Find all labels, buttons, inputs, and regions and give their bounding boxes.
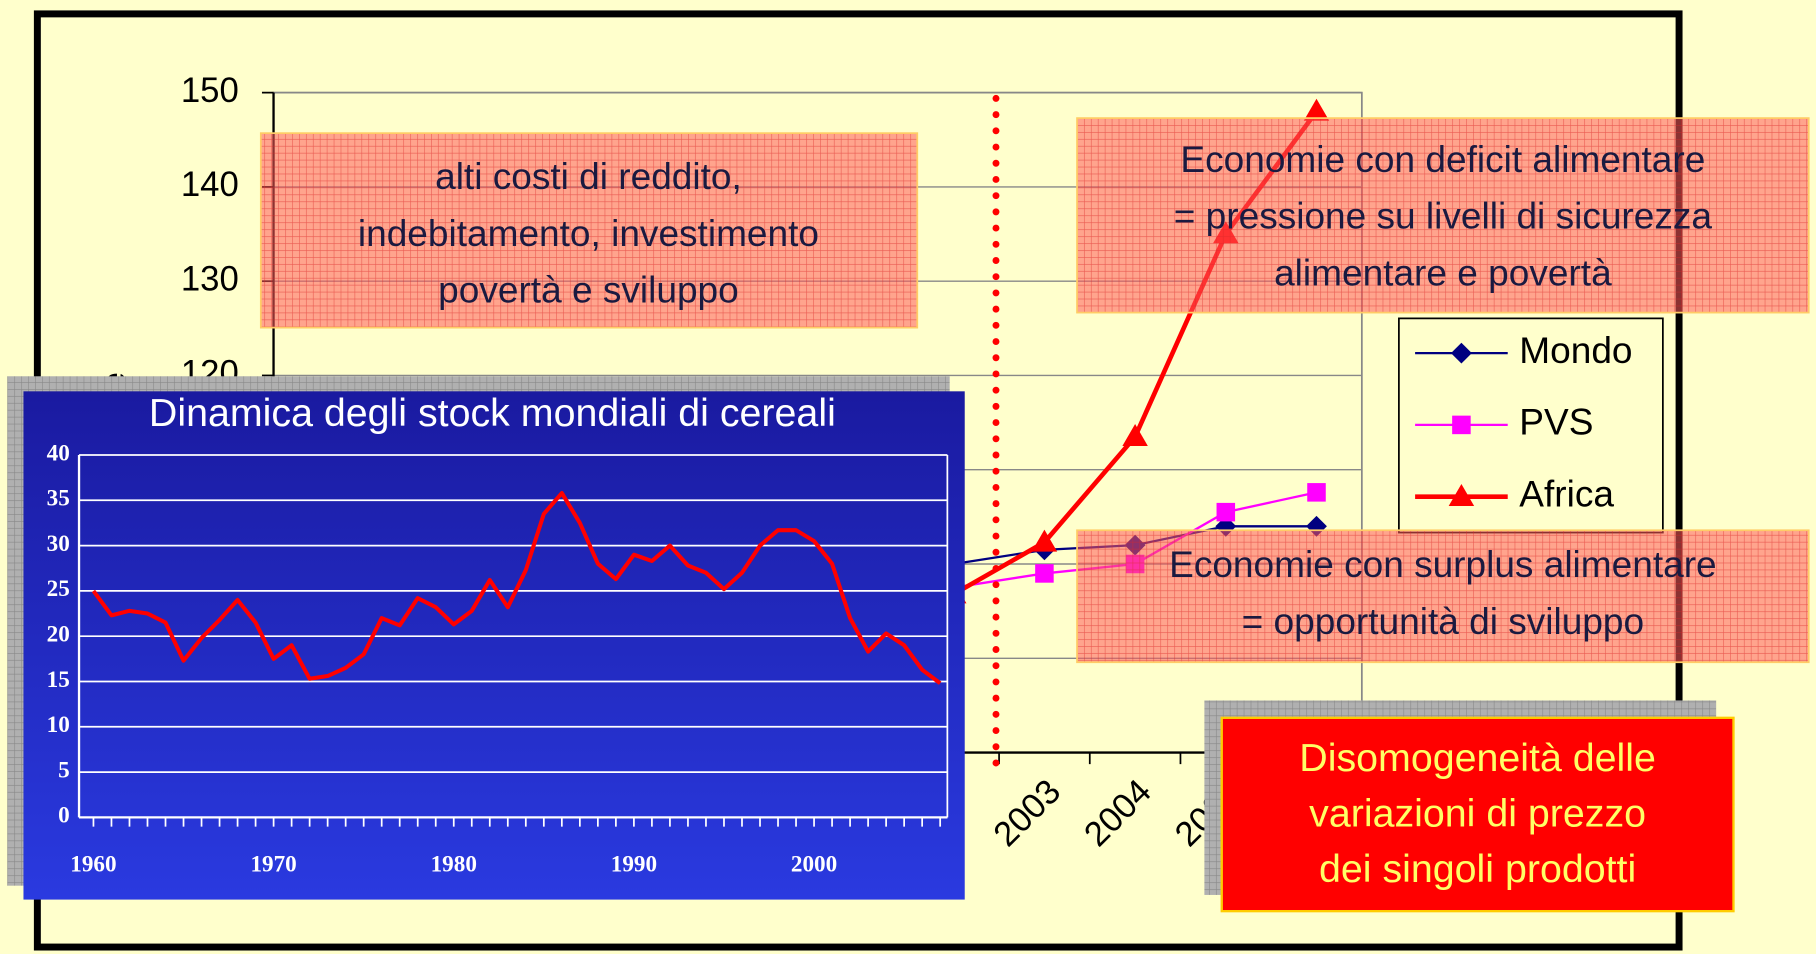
annotation-text: alimentare e povertà [1274,251,1612,293]
annotation-text: Economie con surplus alimentare [1169,543,1717,585]
y-tick-label: 40 [47,440,70,466]
y-tick-label: 150 [181,72,239,110]
annotations: alti costi di reddito, indebitamento, inv… [259,117,1810,664]
x-tick-label: 1980 [431,851,477,877]
stock-line [91,491,942,685]
marker [1452,415,1471,435]
y-tick-label: 35 [47,486,70,512]
note-text: variazioni di prezzo [1309,792,1646,836]
y-tick-label: 15 [47,667,70,693]
annotation-box [1076,117,1810,314]
y-tick-label: 130 [181,260,239,298]
legend-label: Mondo [1519,329,1632,371]
y-tick-label: 20 [47,622,70,648]
annotation-text: = opportunità di sviluppo [1242,600,1644,642]
x-tick-label: 1990 [611,851,657,877]
y-tick-label: 0 [58,803,70,829]
marker [1031,529,1058,552]
annotation-text: = pressione su livelli di sicurezza [1174,195,1713,237]
y-tick-label: 5 [58,757,70,783]
marker [1450,342,1472,364]
marker [1122,423,1148,446]
annotation-text: Economie con deficit alimentare [1180,138,1705,180]
y-tick-label: 25 [47,576,70,602]
y-tick-label: 140 [181,166,239,204]
x-tick-label: 2000 [791,851,837,877]
marker [1035,564,1054,583]
inset-chart: Dinamica degli stock mondiali di cereali… [7,376,965,900]
legend-label: Africa [1519,472,1614,514]
annotation-box [1076,529,1810,664]
y-tick-label: 30 [47,531,70,557]
annotation-text: indebitamento, investimento [358,212,819,254]
y-tick-label: 10 [47,712,70,738]
note-box [1220,716,1735,913]
annotation-text: alti costi di reddito, [435,155,742,197]
marker [1216,502,1236,522]
marker [1307,483,1326,502]
annotation-text: povertà e sviluppo [438,269,739,311]
x-tick-label: 1970 [250,851,296,877]
marker [1448,483,1475,506]
marker [1303,98,1330,121]
annotation-box [259,132,919,329]
inset-title: Dinamica degli stock mondiali di cereali [149,391,836,435]
note-text: dei singoli prodotti [1319,847,1636,891]
inset-background [23,391,965,900]
legend-label: PVS [1519,401,1593,443]
legend: Mondo PVS Africa [1398,317,1664,534]
x-tick-label: 1960 [70,851,116,877]
note: Disomogeneità delle variazioni di prezzo d… [1204,700,1735,913]
note-text: Disomogeneità delle [1299,736,1656,780]
